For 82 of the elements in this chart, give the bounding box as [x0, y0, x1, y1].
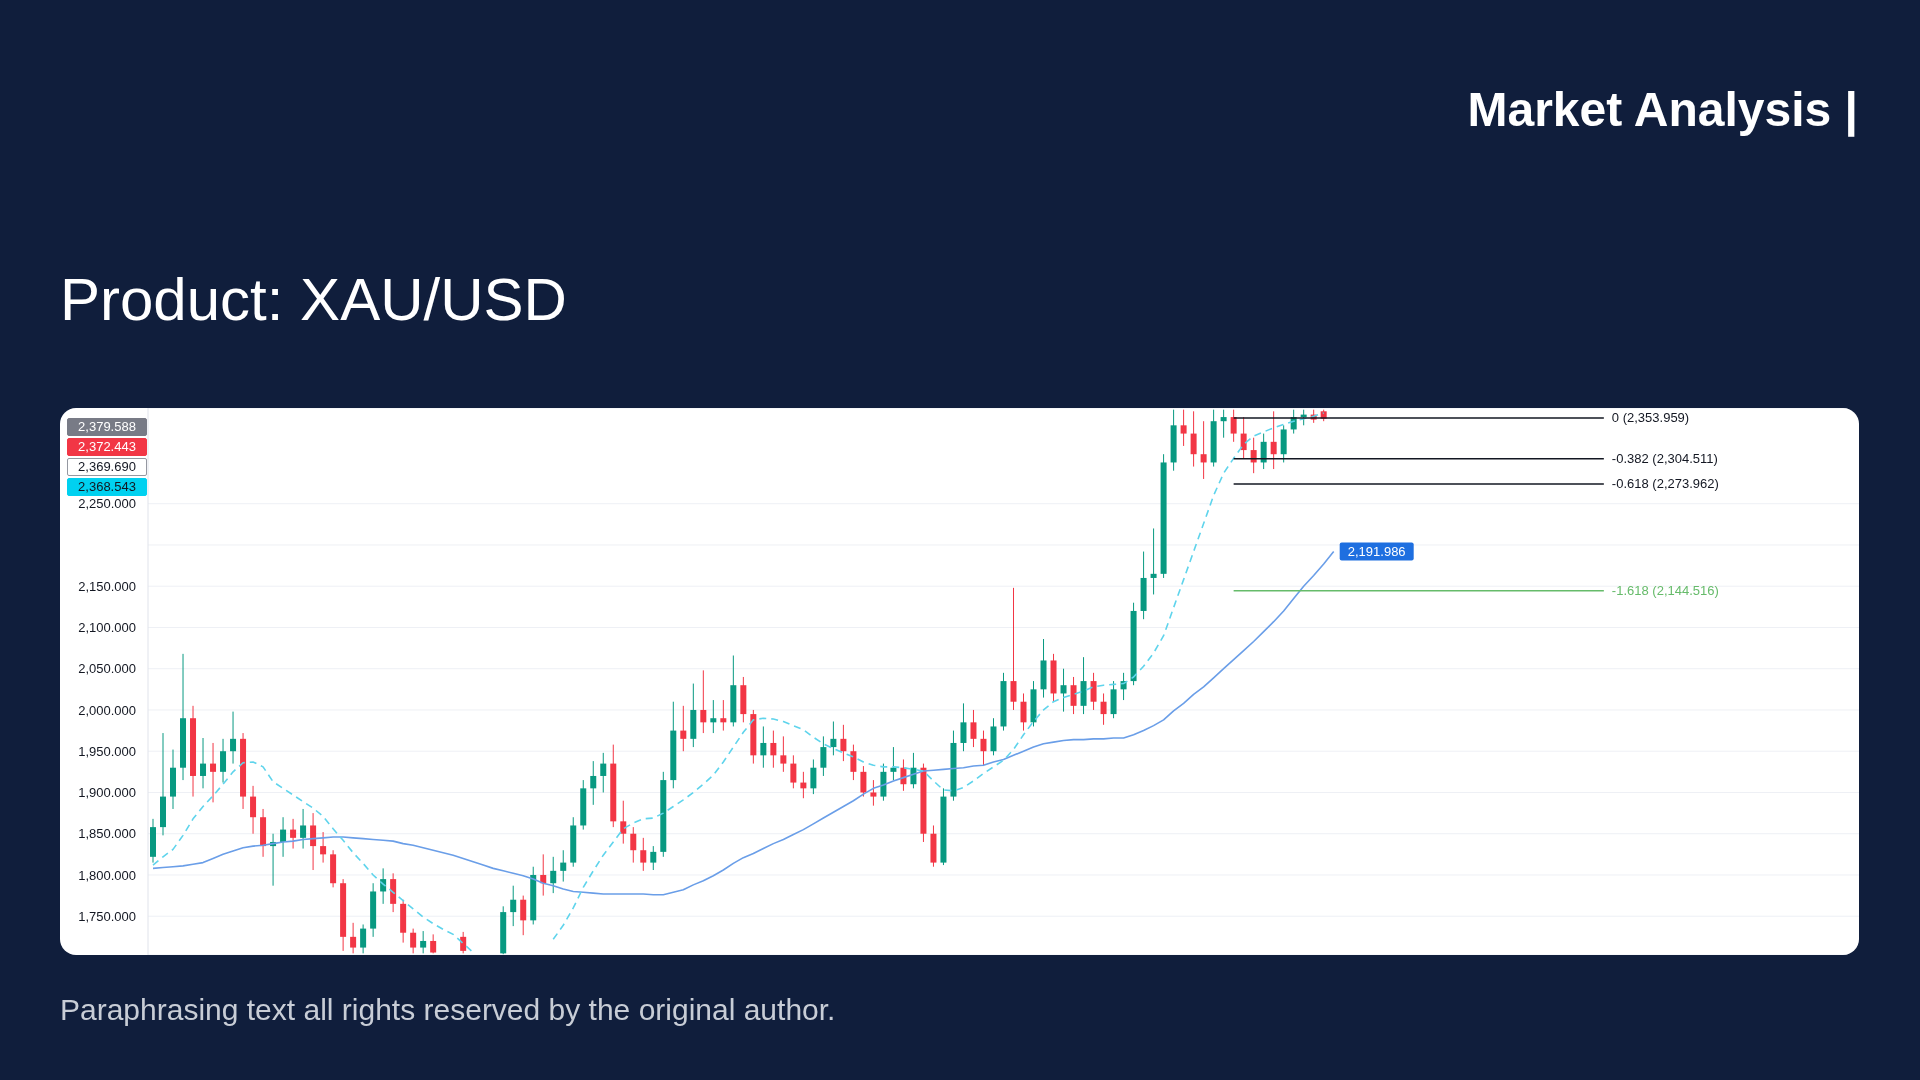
- candlestick: [890, 746, 897, 781]
- candlestick: [810, 758, 817, 795]
- candlestick: [790, 754, 797, 789]
- ref-line-label: -0.382 (2,304.511): [1611, 451, 1718, 467]
- candlestick: [280, 816, 287, 858]
- candlestick: [780, 735, 787, 773]
- candlestick: [970, 709, 977, 748]
- ref-line-label: -0.618 (2,273.962): [1611, 476, 1719, 492]
- candlestick: [1180, 409, 1187, 447]
- candlestick: [290, 818, 297, 850]
- candlestick: [220, 738, 227, 784]
- candlestick: [360, 923, 367, 954]
- ref-line-label: 0 (2,353.959): [1611, 410, 1690, 426]
- candlestick: [1100, 692, 1107, 726]
- candlestick: [300, 808, 307, 850]
- candlestick: [840, 724, 847, 762]
- candlestick: [1220, 409, 1227, 439]
- candlestick: [620, 800, 627, 845]
- candlestick: [1200, 420, 1207, 480]
- candlestick: [1240, 416, 1247, 459]
- candlestick: [870, 779, 877, 807]
- candlestick: [1150, 527, 1157, 595]
- candlestick: [420, 930, 427, 954]
- candlestick: [770, 730, 777, 769]
- text: 2,369.690: [67, 458, 147, 476]
- candlestick: [520, 895, 527, 936]
- candlestick: [250, 785, 257, 835]
- text: 2,379.588: [67, 418, 147, 436]
- candlestick: [510, 885, 517, 927]
- text: 2,368.543: [67, 478, 147, 496]
- candlestick: [1060, 668, 1067, 713]
- candlestick: [980, 730, 987, 767]
- y-tick-label: 1,950.000: [78, 743, 136, 759]
- candlestick: [600, 752, 607, 793]
- candlestick: [200, 737, 207, 789]
- y-tick-label: 1,800.000: [78, 867, 136, 883]
- candlestick: [860, 765, 867, 798]
- candlestick: [310, 812, 317, 871]
- y-tick-label: 1,850.000: [78, 826, 136, 842]
- chart-subtitle: Product: XAU/USD: [60, 265, 567, 335]
- candlestick: [640, 837, 647, 872]
- candlestick: [320, 831, 327, 864]
- candlestick: [410, 928, 417, 954]
- y-tick-label: 2,150.000: [78, 578, 136, 594]
- candlestick: [760, 725, 767, 769]
- text: 2,372.443: [67, 438, 147, 456]
- data-label: 2,191.986: [1347, 544, 1406, 560]
- candlestick: [680, 705, 687, 752]
- candlestick: [650, 845, 657, 871]
- candlestick: [560, 849, 567, 883]
- candlestick: [1090, 672, 1097, 711]
- candlestick: [630, 826, 637, 864]
- candlestick: [1230, 409, 1237, 443]
- y-tick-label: 1,750.000: [78, 908, 136, 924]
- y-tick-label: 1,900.000: [78, 785, 136, 801]
- candlestick: [1010, 587, 1017, 711]
- candlestick: [230, 711, 237, 765]
- chart-title: Market Analysis |: [1467, 82, 1858, 138]
- candlestick: [700, 669, 707, 734]
- text: Paraphrasing text all rights reserved by the original author.: [60, 992, 836, 1028]
- candlestick: [1260, 433, 1267, 470]
- candlestick: [720, 699, 727, 732]
- y-tick-label: 2,000.000: [78, 702, 136, 718]
- candlestick: [850, 744, 857, 781]
- candlestick: [460, 931, 467, 954]
- candlestick: [1270, 410, 1277, 470]
- candlestick: [1020, 692, 1027, 732]
- candlestick: [590, 760, 597, 806]
- candlestick: [820, 735, 827, 777]
- candlestick: [350, 922, 357, 954]
- y-tick-label: 2,250.000: [78, 496, 136, 512]
- y-tick-label: 2,100.000: [78, 620, 136, 636]
- candlestick: [550, 856, 557, 894]
- candlestick: [210, 742, 217, 803]
- line-series: [152, 550, 1335, 896]
- candlestick: [710, 699, 717, 734]
- candlestick: [1190, 410, 1197, 468]
- y-tick-label: 2,050.000: [78, 661, 136, 677]
- candlestick: [1070, 676, 1077, 715]
- candlestick: [830, 721, 837, 756]
- ref-line-label: -1.618 (2,144.516): [1611, 583, 1719, 599]
- candlestick: [960, 702, 967, 752]
